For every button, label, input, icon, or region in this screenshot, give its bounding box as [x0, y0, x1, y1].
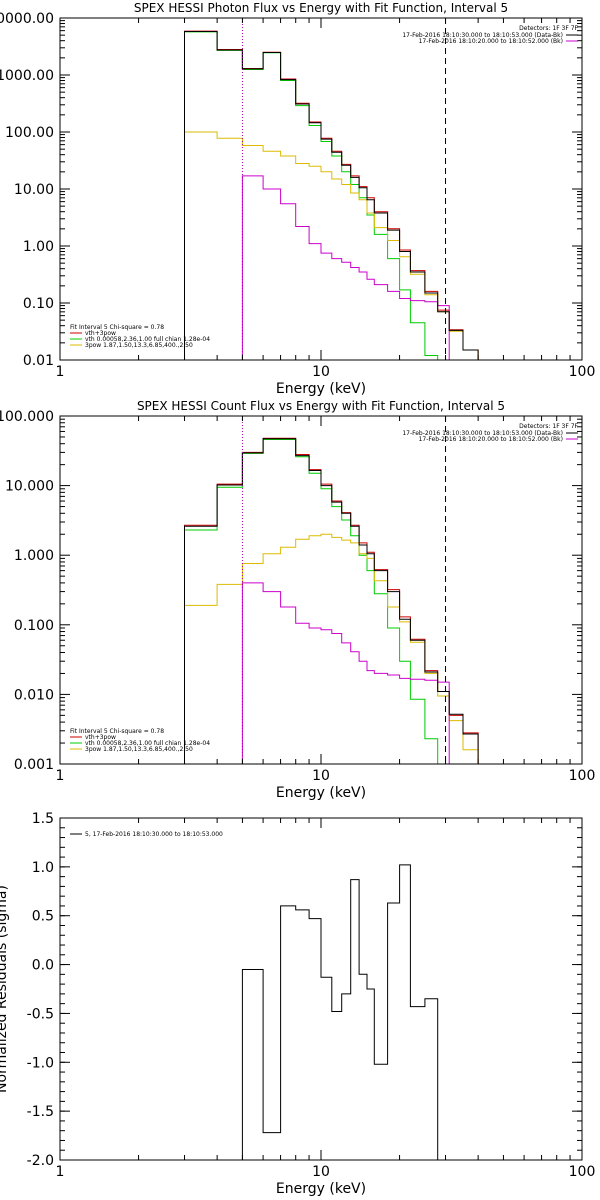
y-tick-label: 0.10: [23, 296, 54, 312]
x-axis-label: Energy (keV): [276, 1181, 366, 1197]
y-tick-label: 0.0: [32, 958, 54, 974]
legend-entry: 17-Feb-2016 18:10:30.000 to 18:10:53.000…: [402, 430, 563, 437]
fit-legend-entry: vth 0.00058,2.36,1.00 full chian 1.28e-0…: [85, 336, 210, 343]
y-tick-label: -1.5: [27, 1104, 54, 1120]
chart-panel-3: 1 10 100 Energy (keV) -2.0 -1.5 -1.0 -0.5 0.0 0.5…: [0, 811, 595, 1197]
fit-legend-title: Fit Interval 5 Chi-square = 0.78: [70, 324, 164, 331]
y-tick-label: 0.100: [14, 618, 54, 634]
plot-frame: [59, 817, 583, 1161]
series-line-bk: [241, 582, 450, 764]
chart-panel-1: SPEX HESSI Photon Flux vs Energy with Fi…: [0, 1, 595, 397]
legend-entry: 17-Feb-2016 18:10:20.000 to 18:10:52.000…: [419, 436, 563, 443]
legend-entry: 17-Feb-2016 18:10:20.000 to 18:10:52.000…: [419, 38, 563, 45]
x-tick-label: 10: [312, 364, 330, 380]
y-tick-label: 10.000: [5, 479, 54, 495]
x-tick-label: 100: [569, 364, 596, 380]
y-tick-label: -0.5: [27, 1006, 54, 1022]
y-tick-label: 1.00: [23, 239, 54, 255]
y-tick-label: 100.00: [5, 125, 54, 141]
fit-legend-title: Fit Interval 5 Chi-square = 0.78: [70, 728, 164, 735]
fit-legend-entry: vth 0.00058,2.36,1.00 full chian 1.28e-0…: [85, 740, 210, 747]
x-axis-label: Energy (keV): [276, 785, 366, 801]
fit-legend-entry: vth+3pow: [85, 330, 116, 337]
x-tick-label: 100: [569, 1164, 596, 1180]
y-tick-label: 1.0: [32, 860, 54, 876]
legend-entry: 5, 17-Feb-2016 18:10:30.000 to 18:10:53.…: [85, 831, 223, 838]
x-axis-label: Energy (keV): [276, 381, 366, 397]
y-tick-label: 100.000: [0, 409, 54, 425]
chart-panel-2: SPEX HESSI Count Flux vs Energy with Fit…: [0, 399, 595, 801]
series-line-residuals: [241, 864, 450, 1161]
y-tick-label: 0.5: [32, 909, 54, 925]
y-tick-label: -1.0: [27, 1055, 54, 1071]
chart-title: SPEX HESSI Photon Flux vs Energy with Fi…: [134, 1, 508, 15]
legend-entry: 17-Feb-2016 18:10:30.000 to 18:10:53.000…: [402, 32, 563, 39]
y-tick-label: 0.010: [14, 687, 54, 703]
series-line-3pow: [184, 131, 479, 360]
legend-title: Detectors: 1F 3F 7F: [519, 25, 578, 32]
y-axis-label: Normalized Residuals (sigma): [0, 885, 10, 1093]
x-tick-label: 100: [569, 768, 596, 784]
x-tick-label: 1: [56, 768, 65, 784]
legend-top-left: 5, 17-Feb-2016 18:10:30.000 to 18:10:53.…: [70, 831, 223, 838]
chart-title: SPEX HESSI Count Flux vs Energy with Fit…: [137, 399, 505, 413]
plot-frame: [59, 415, 583, 765]
series-line-vth-3pow: [184, 30, 479, 360]
series-group: [184, 437, 479, 765]
series-line-vth-3pow: [184, 437, 479, 764]
legend-title: Detectors: 1F 3F 7F: [519, 423, 578, 430]
fit-legend-entry: 3pow 1.87,1.50,13.3,6.85,400.,2.50: [85, 746, 193, 753]
fit-legend-entry: vth+3pow: [85, 734, 116, 741]
plot-frame: [59, 17, 583, 361]
y-tick-label: 0.001: [14, 757, 54, 773]
fit-legend-entry: 3pow 1.87,1.50,13.3,6.85,400.,2.50: [85, 342, 193, 349]
x-tick-label: 10: [312, 1164, 330, 1180]
legend-bottom-left: Fit Interval 5 Chi-square = 0.78vth+3pow…: [70, 728, 210, 753]
series-line-data-bk: [184, 31, 479, 360]
y-tick-label: 1.000: [14, 548, 54, 564]
y-tick-label: 10000.00: [0, 11, 54, 27]
series-line-3pow: [184, 533, 479, 764]
y-tick-label: 1000.00: [0, 68, 54, 84]
series-line-data-bk: [184, 438, 479, 764]
series-group: [184, 30, 479, 361]
series-line-vth: [184, 439, 450, 765]
y-tick-label: -2.0: [27, 1153, 54, 1169]
legend-bottom-left: Fit Interval 5 Chi-square = 0.78vth+3pow…: [70, 324, 210, 349]
series-line-vth: [184, 31, 479, 361]
y-tick-label: 1.5: [32, 811, 54, 827]
series-line-bk: [241, 175, 450, 360]
series-group: [241, 864, 450, 1161]
x-tick-label: 1: [56, 364, 65, 380]
y-tick-label: 0.01: [23, 353, 54, 369]
y-tick-label: 10.00: [14, 182, 54, 198]
x-tick-label: 1: [56, 1164, 65, 1180]
x-tick-label: 10: [312, 768, 330, 784]
